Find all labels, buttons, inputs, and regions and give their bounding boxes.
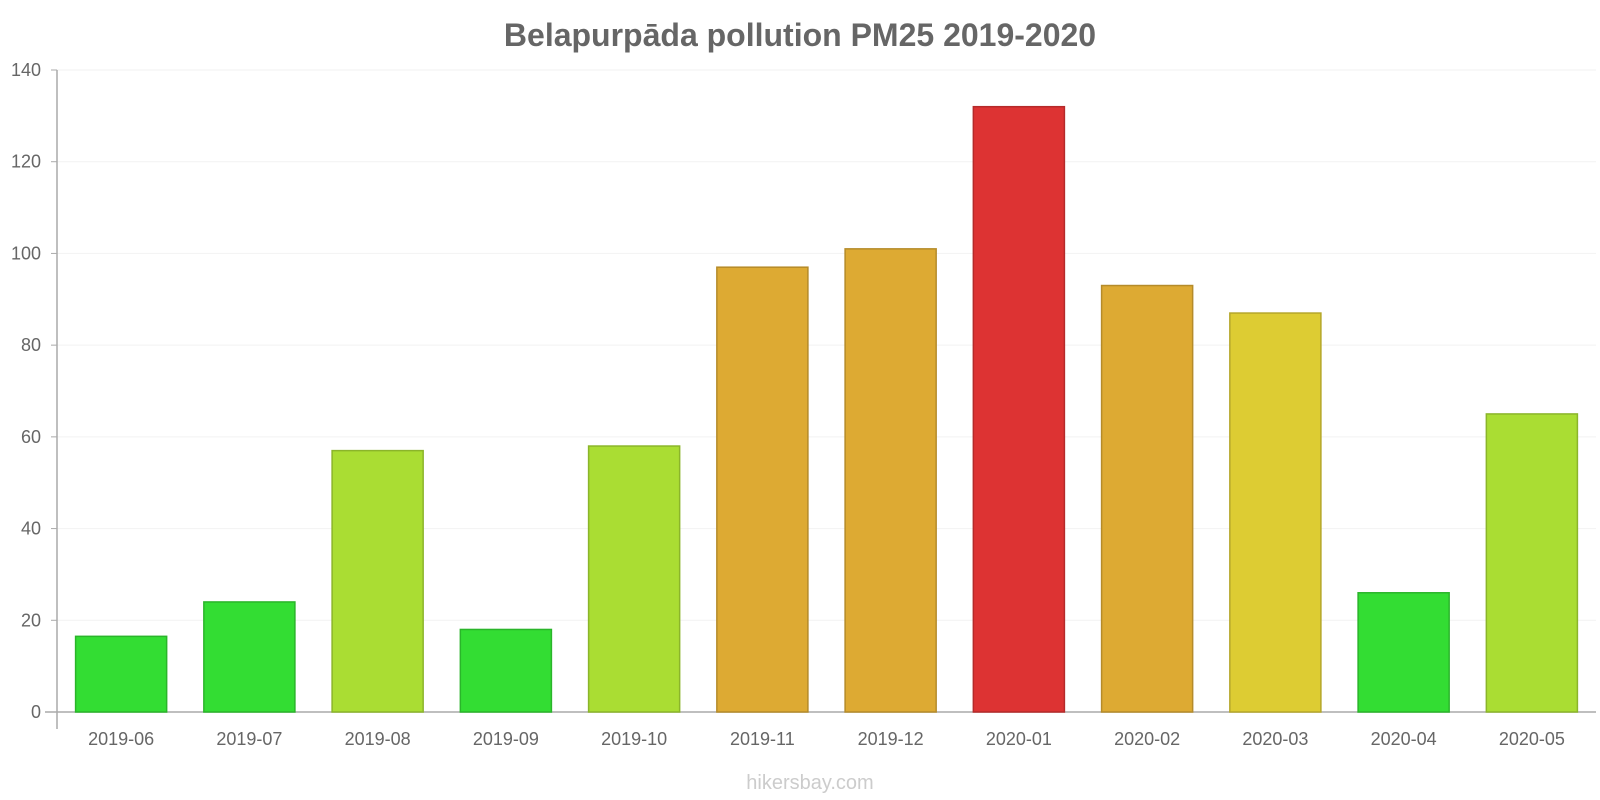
y-tick-label: 0 — [31, 702, 41, 722]
x-tick-label: 2020-03 — [1242, 729, 1308, 749]
x-tick-label: 2019-08 — [345, 729, 411, 749]
x-tick-label: 2020-01 — [986, 729, 1052, 749]
gridlines — [57, 69, 1596, 621]
bars — [74, 105, 1579, 713]
bar-2019-08[interactable] — [331, 449, 424, 713]
bar-2019-10[interactable] — [587, 445, 681, 713]
bar-2020-01[interactable] — [972, 105, 1066, 713]
watermark: hikersbay.com — [746, 772, 873, 794]
x-tick-label: 2019-12 — [858, 729, 924, 749]
bar-2019-06[interactable] — [74, 635, 168, 713]
bar-2019-09[interactable] — [459, 628, 553, 713]
bar-2020-02[interactable] — [1100, 284, 1194, 713]
x-tick-label: 2019-06 — [88, 729, 154, 749]
x-tick-label: 2020-04 — [1371, 729, 1437, 749]
axes — [45, 69, 1596, 729]
y-tick-label: 40 — [21, 519, 41, 539]
y-tick-label: 60 — [21, 427, 41, 447]
x-tick-label: 2019-11 — [730, 729, 795, 749]
x-tick-label: 2019-10 — [601, 729, 667, 749]
y-tick-label: 140 — [11, 60, 41, 80]
bar-2019-11[interactable] — [716, 266, 809, 713]
y-tick-label: 20 — [21, 610, 41, 630]
y-tick-label: 80 — [21, 335, 41, 355]
bar-2020-04[interactable] — [1357, 592, 1450, 713]
x-tick-label: 2020-02 — [1114, 729, 1180, 749]
bar-2020-05[interactable] — [1485, 413, 1579, 713]
y-tick-label: 120 — [11, 152, 41, 172]
y-tick-label: 100 — [11, 243, 41, 263]
x-tick-label: 2019-07 — [216, 729, 282, 749]
chart-title: Belapurpāda pollution PM25 2019-2020 — [504, 17, 1096, 53]
x-tick-label: 2020-05 — [1499, 729, 1565, 749]
tick-labels: 0 20 40 60 80 100 120 140 2019-06 2019-07 2019-08 2… — [11, 60, 1565, 749]
bar-2019-07[interactable] — [203, 601, 296, 713]
bar-2020-03[interactable] — [1229, 312, 1322, 713]
bar-2019-12[interactable] — [844, 248, 937, 713]
x-tick-label: 2019-09 — [473, 729, 539, 749]
